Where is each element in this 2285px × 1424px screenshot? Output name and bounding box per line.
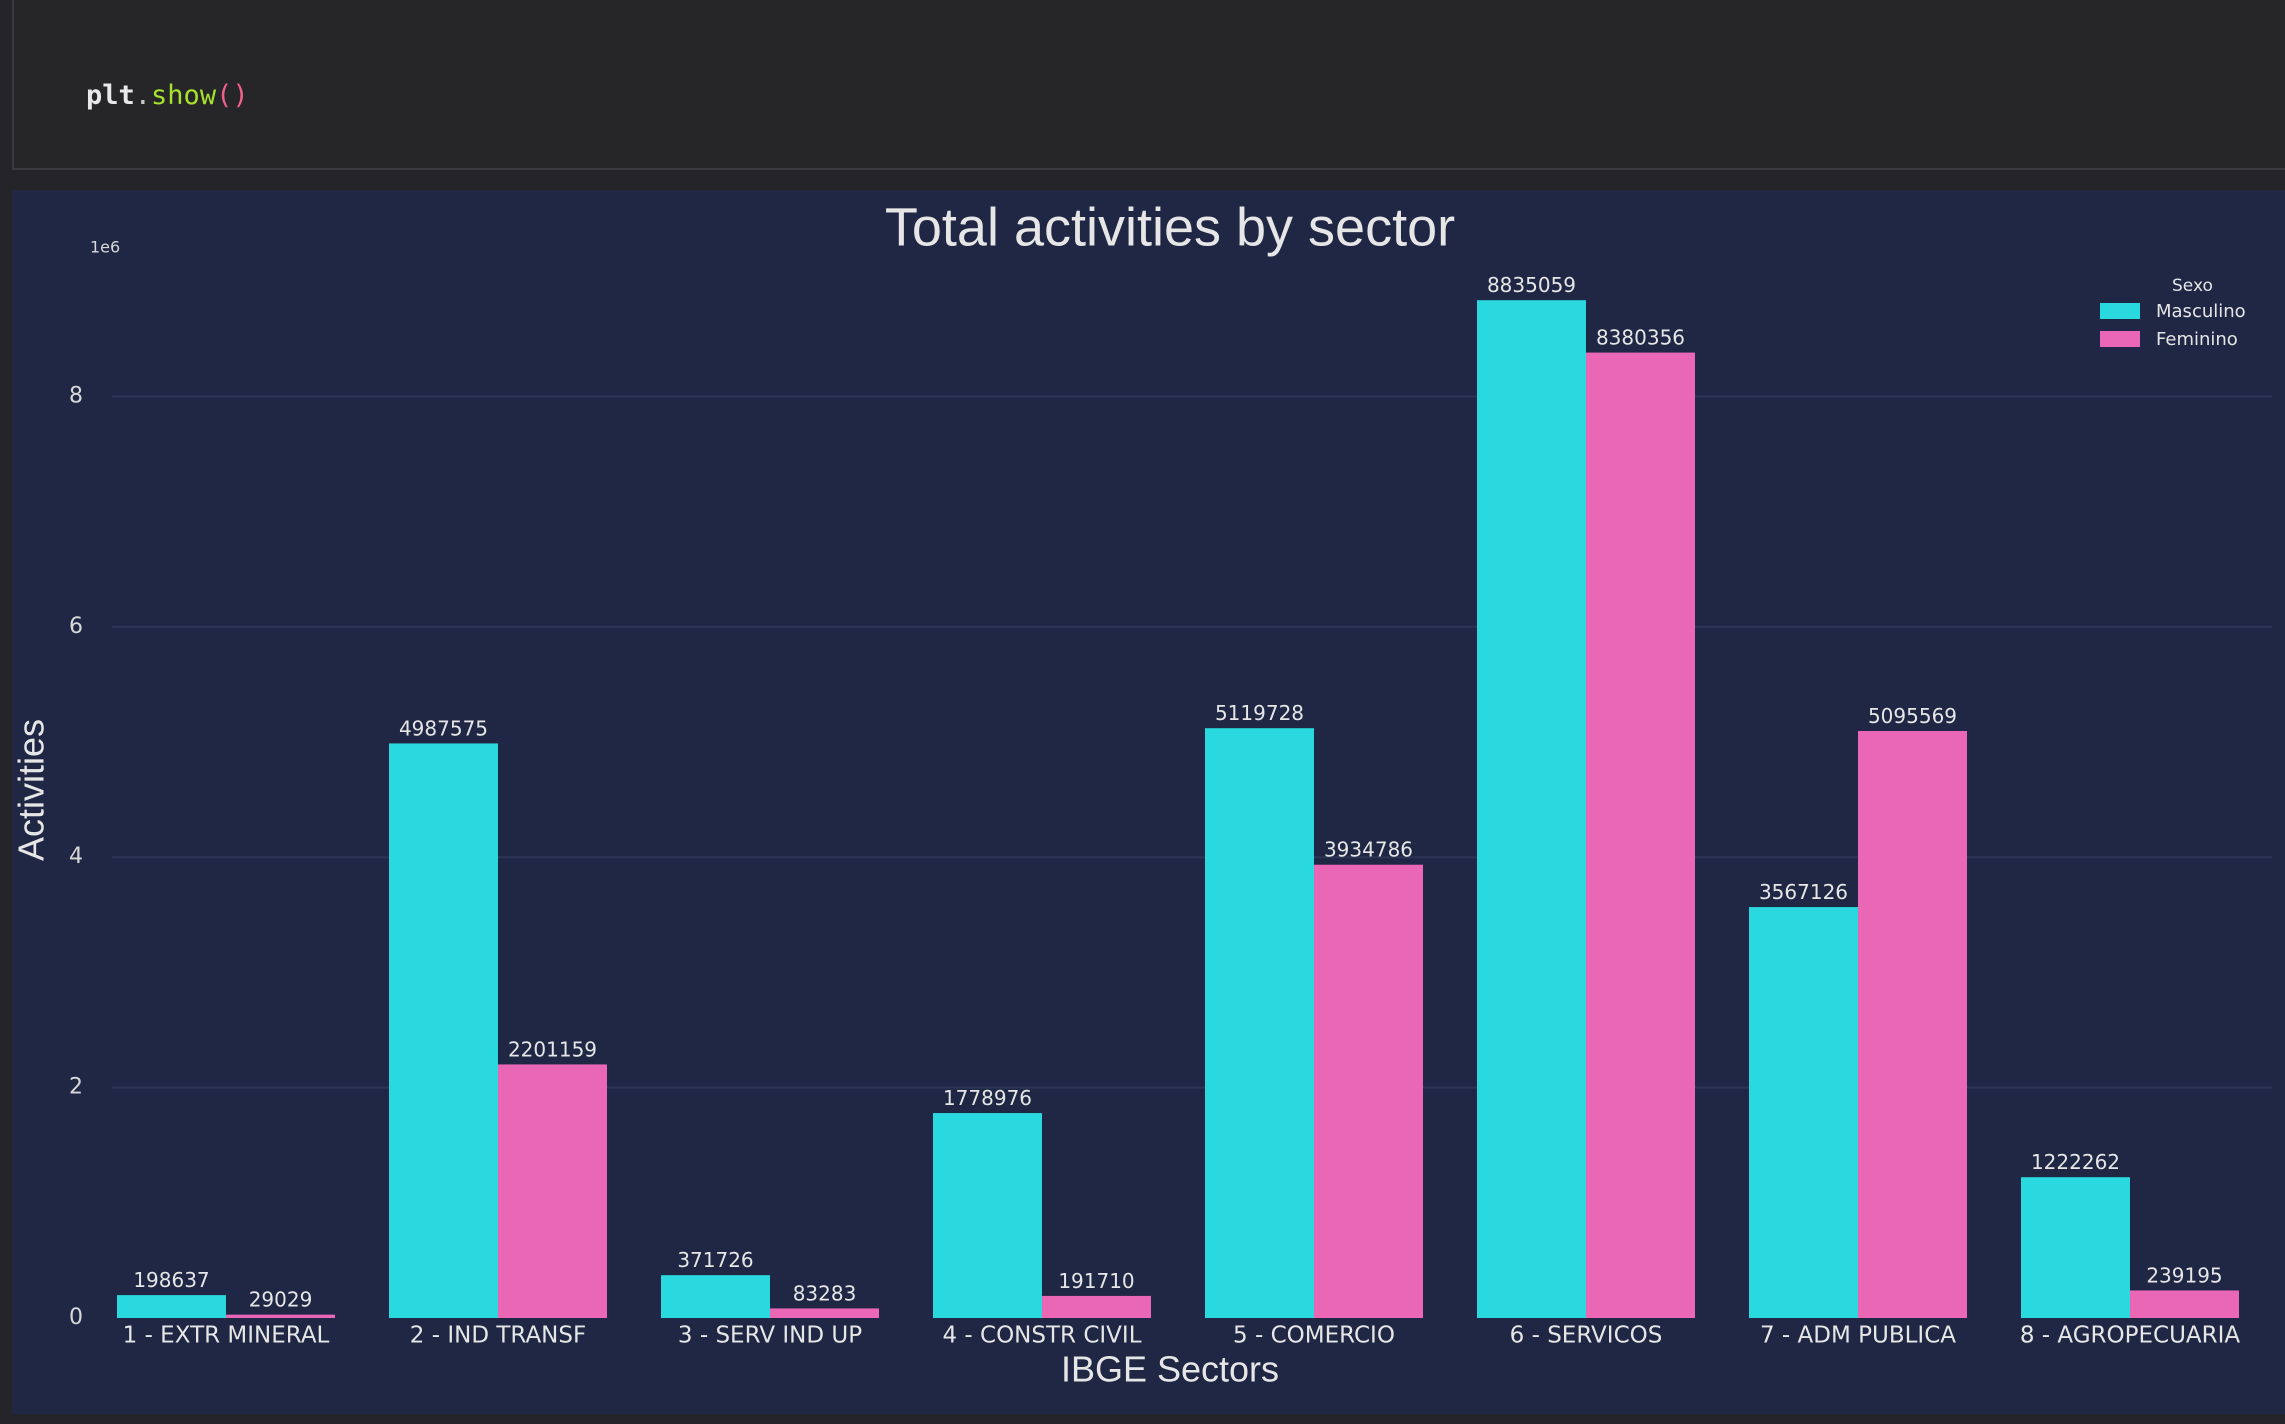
y-tick-label: 6 [69,614,83,639]
bar-value-label: 1778976 [943,1086,1032,1110]
output-area: 198637 29029 4987575 2201159 371726 83283 1778… [12,190,2285,1414]
code-method: show [151,80,217,111]
bar-value-label: 29029 [249,1288,313,1312]
bar-chart: 198637 29029 4987575 2201159 371726 83283 1778… [12,197,2272,1390]
bar-value-label: 83283 [793,1281,857,1305]
bar-value-label: 5095569 [1868,704,1957,728]
code-parens: () [216,80,249,111]
bar-masculino [1477,300,1586,1319]
bar-masculino [1205,728,1314,1318]
bar-masculino [661,1275,770,1318]
chart-title: Total activities by sector [885,197,1455,257]
bar-value-label: 2201159 [508,1037,597,1061]
legend-title: Sexo [2172,276,2213,296]
legend: Sexo Masculino Feminino [2100,276,2246,350]
x-tick-label: 3 - SERV IND UP [678,1323,862,1349]
code-line[interactable]: plt.show() [86,80,249,111]
legend-label-masculino: Masculino [2156,301,2246,322]
x-tick-label: 4 - CONSTR CIVIL [942,1323,1141,1349]
y-tick-label: 8 [69,383,83,408]
axis-layer: 0 2 4 6 8 1 - EXTR MINERAL 2 - IND TRANSF 3 - S… [69,383,2240,1348]
x-tick-label: 8 - AGROPECUARIA [2020,1323,2241,1349]
y-tick-label: 4 [69,844,83,869]
bar-feminino [1586,352,1695,1318]
bar-value-label: 8835059 [1487,273,1576,297]
x-tick-label: 1 - EXTR MINERAL [123,1323,330,1349]
bar-value-label: 191710 [1058,1269,1134,1293]
legend-swatch-feminino [2100,331,2140,347]
bar-value-label: 198637 [133,1268,209,1292]
bar-value-label: 1222262 [2031,1150,2120,1174]
bar-masculino [1749,907,1858,1318]
bar-value-label: 3567126 [1759,880,1848,904]
code-object: plt [86,80,135,111]
x-axis-label: IBGE Sectors [1061,1349,1279,1390]
legend-label-feminino: Feminino [2156,329,2238,350]
x-tick-label: 2 - IND TRANSF [410,1323,586,1349]
x-tick-label: 5 - COMERCIO [1233,1323,1395,1349]
bar-feminino [770,1308,879,1318]
bar-value-label: 4987575 [399,716,488,740]
bar-value-label: 5119728 [1215,701,1304,725]
bar-feminino [1314,864,1423,1318]
bar-feminino [1042,1295,1151,1318]
bar-feminino [226,1314,335,1318]
x-tick-label: 7 - ADM PUBLICA [1760,1323,1956,1349]
bar-masculino [2021,1177,2130,1318]
bar-masculino [389,743,498,1318]
bar-value-label: 239195 [2146,1263,2222,1287]
bars-layer [117,300,2239,1319]
bar-value-label: 3934786 [1324,838,1413,862]
bar-feminino [1858,730,1967,1318]
value-labels-layer: 198637 29029 4987575 2201159 371726 83283 1778… [133,273,2222,1311]
code-dot: . [134,80,152,111]
y-tick-label: 0 [69,1305,83,1330]
bar-feminino [498,1064,607,1318]
bar-masculino [117,1295,226,1318]
y-axis-label: Activities [12,719,52,861]
bar-masculino [933,1113,1042,1318]
bar-value-label: 8380356 [1596,326,1685,350]
code-cell[interactable]: plt.show() [12,0,2285,170]
x-tick-label: 6 - SERVICOS [1510,1323,1663,1349]
y-tick-label: 2 [69,1075,83,1100]
legend-swatch-masculino [2100,303,2140,319]
y-scale-label: 1e6 [90,238,120,257]
bar-value-label: 371726 [677,1248,753,1272]
bar-feminino [2130,1290,2239,1318]
